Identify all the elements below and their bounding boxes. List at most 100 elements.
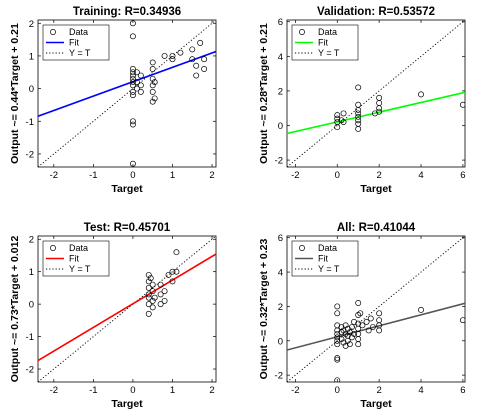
x-tick-label: 2 (209, 385, 214, 396)
legend-label-fit: Fit (69, 254, 79, 264)
data-point (334, 112, 341, 119)
data-point (334, 327, 341, 334)
data-point (133, 69, 140, 76)
data-point (334, 355, 341, 361)
data-point (145, 294, 152, 301)
data-point (359, 322, 366, 329)
legend-label-identity: Y = T (69, 264, 91, 274)
data-point (355, 113, 362, 120)
data-point (145, 301, 152, 308)
data-point (129, 118, 136, 125)
data-point (129, 121, 136, 128)
data-point (334, 341, 341, 348)
x-axis-label: Target (111, 183, 143, 195)
data-point (193, 62, 200, 69)
data-point (145, 291, 152, 298)
data-point (149, 66, 156, 72)
y-tick-label: 4 (278, 268, 283, 279)
x-tick-label: -2 (50, 170, 58, 181)
identity-line (38, 20, 216, 167)
x-tick-label: 0 (130, 170, 135, 181)
data-point (334, 356, 341, 363)
data-point (334, 330, 341, 337)
data-point (365, 327, 372, 334)
x-tick-label: 1 (170, 170, 175, 181)
y-axis-label: Output ~= 0.73*Target + 0.012 (9, 236, 21, 383)
legend-label-data: Data (69, 243, 88, 253)
data-point (355, 341, 362, 348)
data-point (459, 317, 465, 324)
data-point (340, 339, 347, 346)
data-point (418, 306, 424, 313)
data-point (149, 288, 156, 295)
y-tick-label: 2 (29, 235, 34, 246)
data-point (369, 324, 376, 330)
y-tick-label: -2 (275, 371, 283, 382)
legend-label-fit: Fit (318, 38, 328, 48)
data-point (129, 75, 136, 82)
x-axis-label: Target (360, 398, 392, 409)
data-point (372, 110, 378, 117)
x-tick-label: 2 (376, 385, 381, 396)
data-point (334, 334, 341, 341)
x-tick-label: 1 (170, 385, 175, 396)
legend-marker-data (50, 245, 56, 251)
data-point (355, 84, 362, 91)
data-point (348, 334, 355, 341)
y-tick-label: -2 (26, 365, 34, 376)
data-point (459, 101, 465, 108)
data-point (334, 124, 341, 131)
y-tick-label: 2 (278, 302, 283, 313)
y-axis-label: Output ~= 0.44*Target + 0.21 (9, 23, 21, 164)
data-point (355, 126, 362, 132)
legend-label-data: Data (318, 243, 337, 253)
x-tick-label: 0 (335, 170, 340, 181)
data-point (145, 284, 152, 291)
data-point (165, 271, 172, 278)
x-tick-label: 4 (418, 170, 423, 181)
x-tick-label: -1 (89, 385, 97, 396)
data-point (133, 79, 140, 86)
data-point (169, 56, 176, 63)
data-point (161, 52, 168, 59)
x-tick-label: -2 (291, 385, 299, 396)
x-axis-label: Target (111, 398, 143, 409)
data-point (157, 291, 164, 298)
data-point (189, 46, 196, 53)
data-point (129, 69, 136, 76)
data-point (355, 312, 362, 318)
legend-label-data: Data (69, 27, 88, 37)
y-tick-label: -1 (26, 332, 34, 343)
x-tick-label: 6 (460, 385, 465, 396)
data-point (145, 310, 152, 317)
y-tick-label: -1 (26, 117, 34, 128)
data-point (149, 82, 156, 89)
y-tick-label: 6 (278, 17, 283, 28)
legend-label-fit: Fit (69, 38, 79, 48)
data-point (201, 66, 208, 72)
data-point (355, 106, 362, 113)
data-point (189, 56, 196, 63)
data-point (149, 59, 156, 66)
legend-label-fit: Fit (318, 254, 328, 264)
data-point (346, 329, 353, 336)
data-point (133, 85, 140, 92)
y-tick-label: 2 (29, 19, 34, 30)
data-point (161, 297, 168, 304)
data-point (129, 160, 136, 167)
data-point (355, 117, 362, 124)
data-point (173, 268, 180, 275)
y-axis-label: Output ~= 0.28*Target + 0.21 (258, 23, 270, 164)
data-point (129, 66, 136, 72)
legend-label-identity: Y = T (69, 48, 91, 58)
data-point (367, 315, 374, 322)
data-point (355, 110, 362, 117)
y-tick-label: 0 (278, 121, 283, 132)
y-tick-label: 0 (278, 336, 283, 347)
data-point (137, 82, 144, 89)
